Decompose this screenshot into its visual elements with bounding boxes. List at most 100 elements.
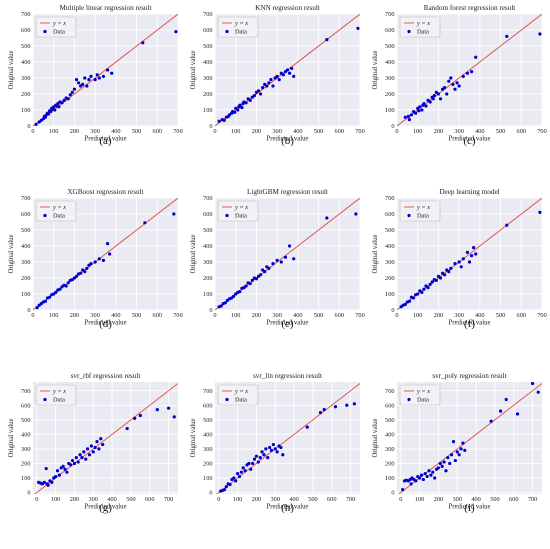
x-tick-label: 700: [537, 312, 546, 319]
data-point: [407, 299, 412, 303]
panel-d: XGBoost regression result 0 100 200 300 400 50…: [8, 188, 183, 330]
data-point: [172, 415, 176, 419]
legend-entry-line: y = x: [52, 204, 66, 211]
data-point: [105, 68, 110, 72]
data-point: [409, 113, 414, 117]
data-point: [217, 119, 221, 123]
legend-entry-data: Data: [235, 397, 247, 404]
data-point: [79, 271, 83, 275]
y-tick-label: 0: [209, 307, 212, 314]
x-tick-label: 100: [231, 312, 240, 319]
x-axis-label: Predicted value: [266, 504, 308, 511]
data-point: [467, 260, 472, 264]
data-point: [266, 456, 270, 460]
data-point: [444, 469, 448, 473]
data-point: [87, 78, 91, 82]
legend-entry-data: Data: [235, 213, 247, 220]
panel-title: KNN regression result: [255, 4, 320, 12]
x-tick-label: 600: [517, 312, 526, 319]
data-point: [455, 450, 459, 454]
data-point: [292, 257, 296, 261]
legend-dot-swatch: [225, 397, 229, 402]
data-point: [66, 281, 70, 285]
data-point: [101, 74, 106, 78]
y-tick-label: 400: [203, 243, 212, 250]
legend-dot-swatch: [407, 397, 411, 402]
y-tick-label: 700: [21, 195, 30, 202]
data-point: [352, 402, 356, 406]
legend-entry-line: y = x: [52, 20, 66, 27]
data-point: [238, 290, 242, 294]
data-point: [422, 102, 426, 106]
x-tick-label: 200: [434, 128, 443, 135]
y-axis-label: Original value: [190, 234, 197, 273]
data-point: [325, 38, 329, 42]
x-tick-label: 700: [346, 496, 355, 503]
y-tick-label: 200: [385, 91, 394, 98]
data-point: [244, 101, 248, 105]
x-tick-label: 500: [490, 496, 499, 503]
data-point: [69, 463, 73, 467]
data-point: [65, 470, 69, 474]
data-point: [279, 260, 283, 264]
data-point: [172, 212, 176, 216]
data-point: [53, 108, 57, 112]
data-point: [474, 55, 478, 59]
data-point: [417, 109, 421, 113]
panel-title: Random forest regression result: [424, 4, 516, 12]
data-point: [538, 210, 542, 214]
data-point: [97, 76, 101, 80]
y-tick-label: 500: [21, 227, 30, 234]
data-point: [234, 479, 238, 483]
data-point: [125, 426, 129, 431]
data-point: [459, 447, 463, 451]
data-point: [420, 108, 424, 112]
data-point: [425, 474, 429, 479]
y-tick-label: 600: [203, 211, 212, 218]
y-tick-label: 200: [203, 275, 212, 282]
legend-dot-swatch: [407, 29, 411, 34]
data-point: [54, 290, 58, 294]
data-layer: [34, 383, 178, 494]
data-point: [80, 456, 84, 460]
data-point: [66, 97, 70, 101]
data-point: [256, 460, 260, 464]
legend-entry-data: Data: [53, 397, 65, 404]
panel-title: XGBoost regression result: [67, 188, 143, 196]
data-point: [536, 390, 540, 394]
data-point: [453, 458, 457, 463]
data-point: [422, 287, 426, 291]
data-point: [428, 282, 432, 286]
y-axis-label: Original value: [190, 50, 197, 89]
x-tick-label: 400: [471, 496, 480, 503]
data-point: [101, 442, 105, 447]
data-point: [55, 469, 60, 473]
x-tick-label: 500: [132, 312, 141, 319]
legend-entry-data: Data: [417, 397, 429, 404]
x-tick-label: 200: [434, 312, 443, 319]
x-tick-label: 100: [51, 496, 60, 503]
y-tick-label: 300: [385, 259, 394, 266]
x-axis-label: Predicted value: [84, 504, 126, 511]
data-point: [277, 78, 281, 82]
data-point: [239, 470, 243, 474]
x-tick-label: 700: [355, 312, 364, 319]
data-point: [86, 447, 90, 451]
y-tick-label: 300: [203, 259, 212, 266]
data-point: [89, 262, 93, 266]
y-tick-label: 100: [203, 107, 212, 114]
data-point: [442, 460, 446, 464]
data-point: [436, 92, 441, 96]
legend-entry-data: Data: [53, 213, 65, 220]
data-point: [76, 460, 80, 464]
data-point: [138, 413, 142, 418]
data-point: [260, 450, 264, 454]
data-point: [74, 78, 79, 82]
panel-h: svr_lin regression result 0 100 200 300 400 50…: [190, 372, 360, 514]
data-point: [258, 456, 262, 460]
data-point: [427, 469, 431, 473]
legend-entry-data: Data: [53, 29, 65, 36]
data-point: [275, 450, 279, 454]
data-point: [345, 403, 349, 407]
y-tick-label: 700: [385, 195, 394, 202]
